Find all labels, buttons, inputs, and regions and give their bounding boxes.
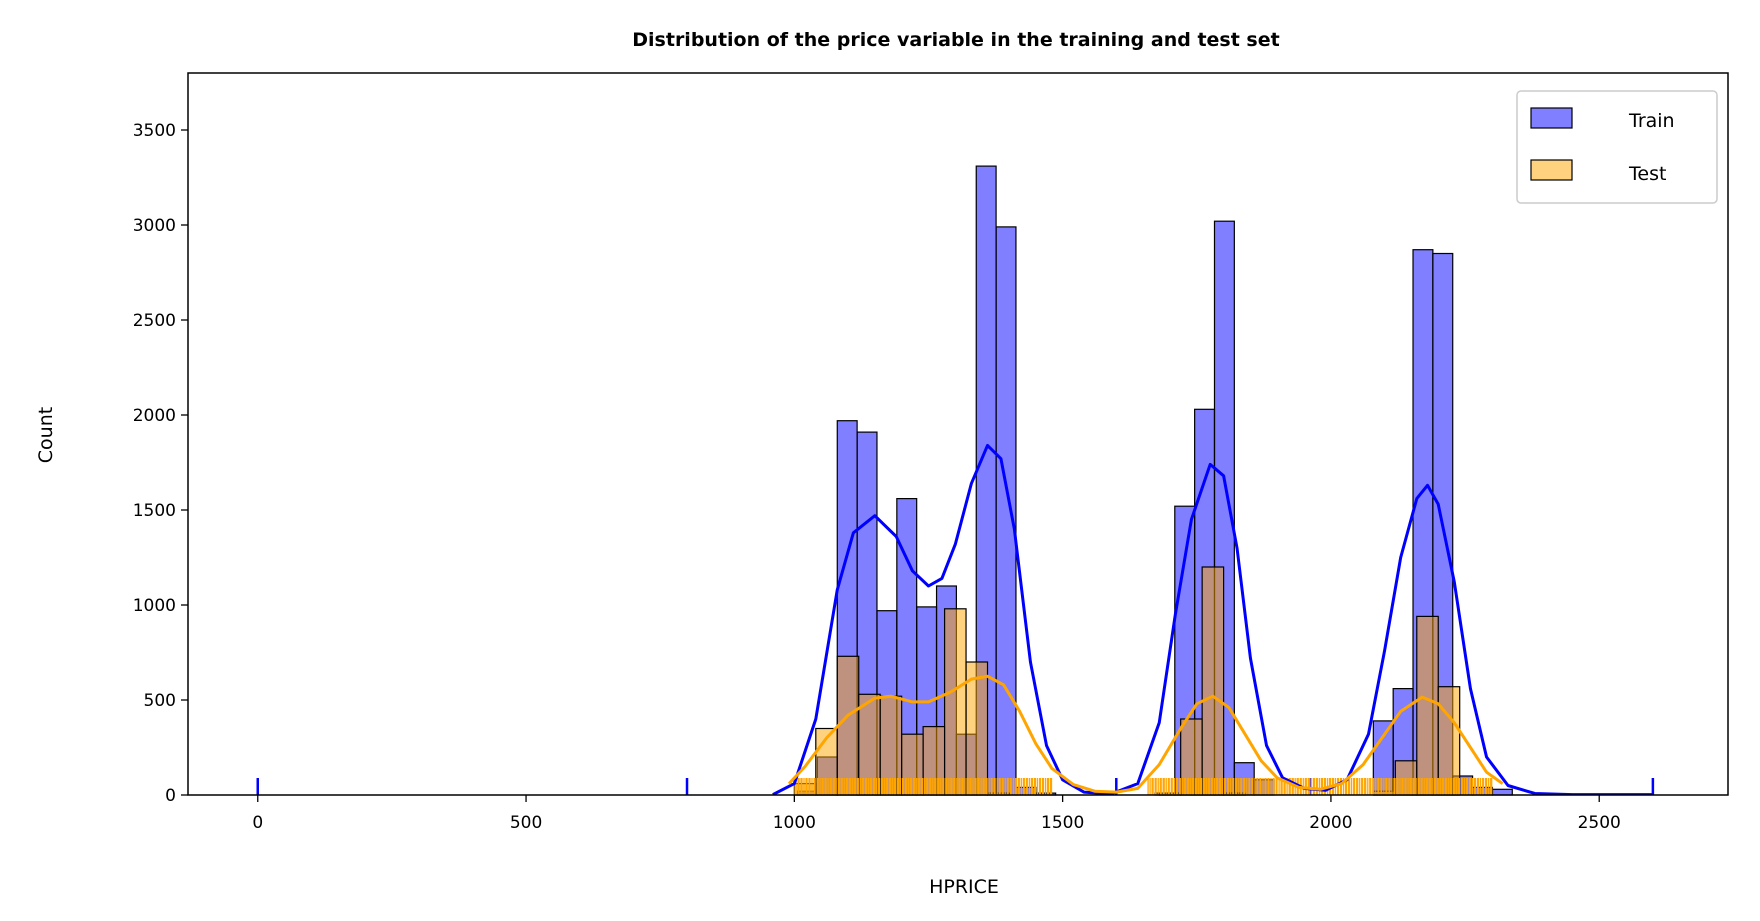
x-tick-label-1000: 1000 [773,813,816,833]
legend-label-train: Train [1628,110,1675,132]
x-tick-label-0: 0 [252,813,263,833]
y-tick-label-2000: 2000 [133,406,176,426]
bar-test-16 [1416,615,1439,796]
x-tick-label-2000: 2000 [1309,813,1352,833]
x-tick-label-1500: 1500 [1041,813,1084,833]
y-tick-label-0: 0 [165,786,176,806]
axes-frame [187,72,1729,796]
bar-train-10 [995,226,1017,796]
legend-label-test: Test [1628,163,1666,185]
y-tick-label-3000: 3000 [133,216,176,236]
bar-test-12 [1201,566,1225,796]
legend-swatch-test [1530,159,1573,181]
x-tick-label-500: 500 [510,813,542,833]
y-tick-label-1000: 1000 [133,596,176,616]
y-tick-label-500: 500 [144,691,176,711]
bar-train-25 [1491,788,1513,796]
x-tick-label-2500: 2500 [1578,813,1621,833]
plot-area: 0 500 1000 1500 2000 2500 0 500 1000 1500 2000 2500… [133,72,1729,833]
bar-test-2 [836,655,860,796]
legend-swatch-train [1530,107,1573,129]
y-axis-label: Count [35,407,57,463]
x-axis-label: HPRICE [929,876,999,898]
kde-line-train [772,443,1653,795]
y-tick-label-3500: 3500 [133,121,176,141]
y-tick-label-1500: 1500 [133,501,176,521]
kde-line-test [787,674,1504,794]
bar-test-7 [943,608,967,796]
legend: Train Test [1516,90,1718,204]
chart-title: Distribution of the price variable in th… [632,29,1279,51]
y-tick-label-2500: 2500 [133,311,176,331]
